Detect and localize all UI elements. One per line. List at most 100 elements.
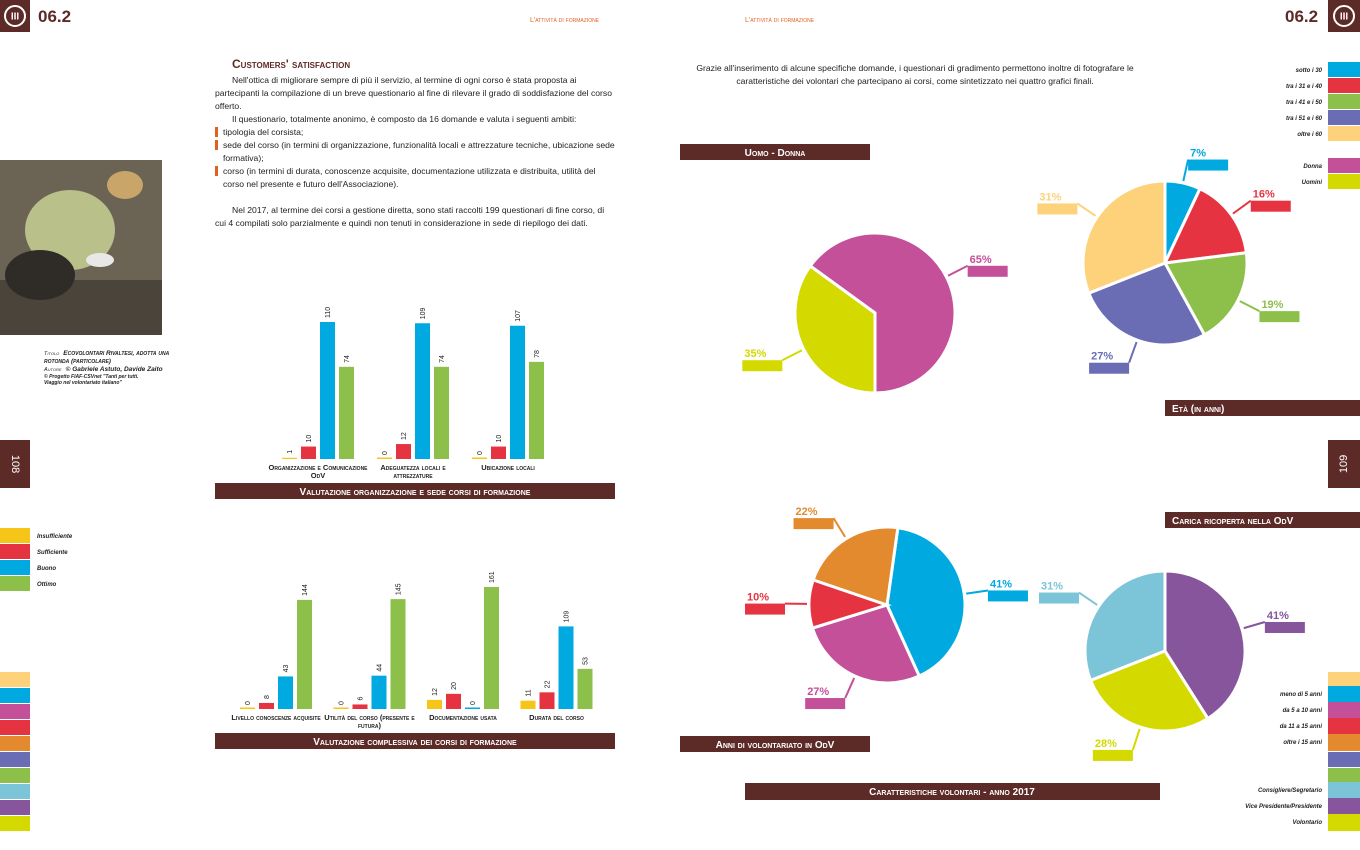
chart-title-bar (215, 483, 615, 499)
legend-swatch (0, 560, 30, 575)
data-label: 43 (283, 665, 290, 673)
pie-slice (793, 263, 877, 395)
legend-swatch (1328, 126, 1360, 141)
x-tick-label: Documentazione usata (429, 713, 497, 722)
data-label: 8 (264, 695, 271, 699)
legend-label: Consigliere/Segretario (1258, 788, 1322, 794)
legend-swatch (1328, 78, 1360, 93)
pie-slice (1086, 261, 1207, 347)
legend-label: Buono (37, 566, 56, 572)
legend-label: oltre i 60 (1297, 132, 1322, 138)
edge-swatch (0, 672, 30, 687)
pie-slice (1088, 649, 1210, 733)
legend-label: sotto i 30 (1296, 68, 1323, 74)
pie-slice (1083, 569, 1167, 683)
page-tab (1328, 440, 1360, 488)
legend-swatch (1328, 814, 1360, 829)
caption-label: Autore (44, 367, 62, 373)
leader-line (1232, 199, 1252, 215)
bullet: sede del corso (in termini di organizzaz… (215, 139, 617, 165)
bar (484, 587, 499, 709)
bar (539, 692, 555, 709)
bar-zero-tick (240, 707, 255, 709)
legend-label: Insufficiente (37, 534, 73, 540)
chart-title: Età (in anni) (1172, 404, 1224, 415)
bar (301, 446, 316, 459)
pie-slice (1162, 251, 1249, 337)
legend-label: tra i 51 e i 60 (1286, 116, 1323, 122)
bar (434, 366, 449, 459)
section-number: 06.2 (38, 7, 71, 26)
data-label: 12 (401, 432, 408, 440)
legend-swatch (0, 544, 30, 559)
leader-line (1076, 202, 1097, 217)
legend-swatch (1328, 734, 1360, 749)
data-label: 41% (1267, 610, 1289, 622)
bar (320, 322, 335, 459)
data-label: 19% (1261, 299, 1283, 311)
caption-label: Titolo (44, 351, 60, 357)
chapter-icon: III (1340, 12, 1349, 23)
data-label: 78 (534, 350, 541, 358)
chart-title: Valutazione complessiva dei corsi di for… (313, 737, 517, 748)
edge-swatch (0, 752, 30, 767)
label-swatch (805, 698, 846, 710)
legend-swatch (1328, 718, 1360, 733)
legend-label: oltre i 15 anni (1283, 740, 1322, 746)
chapter-icon-ring (4, 5, 26, 27)
bar (427, 699, 442, 709)
chart-title: Carica ricoperta nella OdV (1172, 516, 1294, 527)
pie-slice (885, 526, 967, 679)
bullet-text: sede del corso (in termini di organizzaz… (223, 140, 615, 163)
bar (278, 676, 293, 709)
label-swatch (1038, 592, 1079, 604)
edge-swatch (0, 704, 30, 719)
data-label: 35% (744, 348, 766, 360)
bar-zero-tick (465, 707, 480, 709)
legend-swatch (1328, 686, 1360, 701)
chapter-icon-ring (1333, 5, 1355, 27)
legend-label: Volontario (1293, 820, 1323, 826)
leader-line (844, 677, 856, 699)
label-swatch (793, 518, 834, 530)
data-label: 10 (306, 435, 313, 443)
x-tick-label: Livello conoscenze acquisite (231, 713, 321, 722)
label-swatch (1092, 749, 1133, 761)
legend-swatch (1328, 174, 1360, 189)
data-label: 109 (564, 611, 571, 623)
label-swatch (1250, 200, 1291, 212)
data-label: 22 (545, 680, 552, 688)
legend-swatch (1328, 798, 1360, 813)
paragraph: Nel 2017, al termine dei corsi a gestion… (215, 205, 605, 228)
legend-label: tra i 31 e i 40 (1286, 84, 1323, 90)
data-label: 11 (526, 689, 533, 696)
data-label: 31% (1041, 581, 1063, 593)
legend-label: da 5 a 10 anni (1283, 708, 1323, 714)
bar (297, 599, 312, 709)
legend-label: Sufficiente (37, 550, 68, 556)
leader-line (781, 349, 803, 362)
label-swatch (967, 265, 1008, 277)
running-title: L'attività di formazione (530, 17, 600, 24)
data-label: 109 (420, 307, 427, 319)
legend-label: meno di 5 anni (1280, 692, 1322, 698)
data-label: 0 (339, 701, 346, 705)
edge-swatch (0, 688, 30, 703)
leader-line (1243, 621, 1266, 630)
data-label: 22% (796, 506, 818, 518)
data-label: 65% (970, 254, 992, 266)
x-tick-label: Adeguatezza locali e attrezzature (380, 463, 446, 480)
leader-line (1239, 300, 1260, 313)
legend-label: da 11 a 15 anni (1280, 724, 1323, 730)
chart-title: Uomo - Donna (745, 148, 806, 159)
leader-line (1182, 159, 1190, 182)
edge-swatch (0, 720, 30, 735)
data-label: 20 (451, 682, 458, 690)
x-tick-label: Ubicazione locali (481, 463, 535, 472)
caption-credit: © Progetto FIAF-CSVnet "Tanti per tutti.… (44, 374, 139, 386)
chart-title-bar (215, 733, 615, 749)
chart-title-bar (1165, 400, 1360, 416)
bar (282, 457, 297, 459)
data-label: 1 (287, 450, 294, 454)
chart-title-bar (680, 736, 870, 752)
